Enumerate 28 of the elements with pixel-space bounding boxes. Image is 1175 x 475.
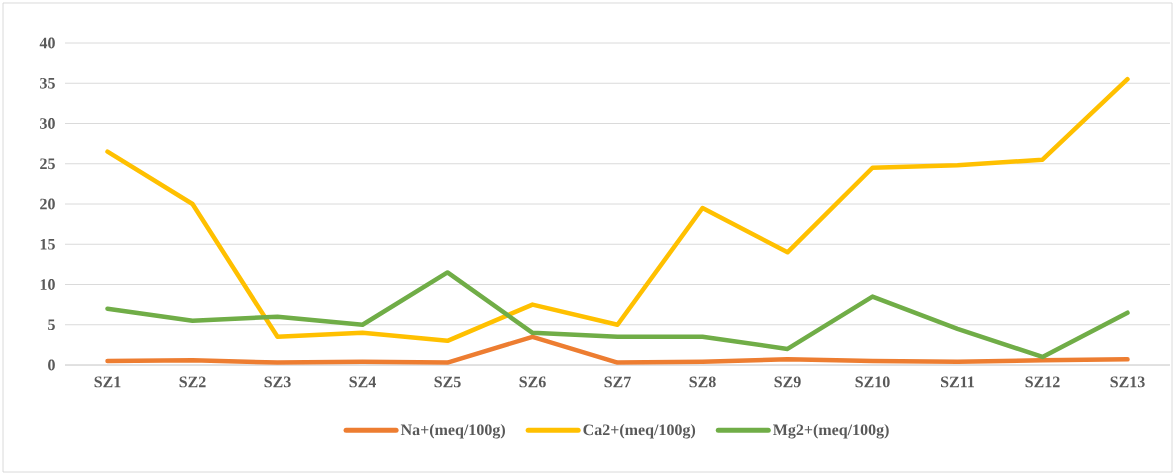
legend-label: Mg2+(meq/100g) (773, 423, 889, 439)
line-series (105, 334, 1130, 365)
y-tick-label: 30 (40, 118, 55, 129)
y-tick-label: 20 (40, 198, 55, 210)
y-tick-label: 25 (40, 158, 55, 170)
x-tick-label: SZ9 (774, 376, 801, 388)
x-tick-label: SZ3 (264, 376, 291, 388)
y-tick-label: 5 (48, 319, 55, 331)
line-series (105, 270, 1130, 360)
legend-label: Ca2+(meq/100g) (583, 423, 696, 439)
legend-label: Na+(meq/100g) (400, 423, 505, 439)
x-tick-label: SZ10 (855, 376, 890, 388)
x-tick-label: SZ11 (941, 376, 975, 388)
y-tick-label: 10 (40, 279, 55, 290)
y-tick-label: 15 (40, 238, 55, 250)
x-tick-label: SZ5 (434, 376, 461, 388)
x-tick-label: SZ6 (519, 376, 546, 388)
x-tick-label: SZ4 (349, 376, 376, 388)
x-tick-label: SZ2 (179, 376, 206, 388)
y-tick-label: 35 (40, 77, 55, 89)
x-tick-label: SZ7 (604, 376, 631, 388)
x-tick-label: SZ8 (689, 376, 716, 388)
y-tick-label: 0 (48, 359, 55, 371)
x-tick-label: SZ12 (1025, 376, 1060, 388)
line-series (105, 76, 1130, 344)
x-tick-label: SZ1 (94, 376, 121, 388)
x-tick-label: SZ13 (1110, 376, 1145, 388)
y-tick-label: 40 (39, 37, 55, 49)
